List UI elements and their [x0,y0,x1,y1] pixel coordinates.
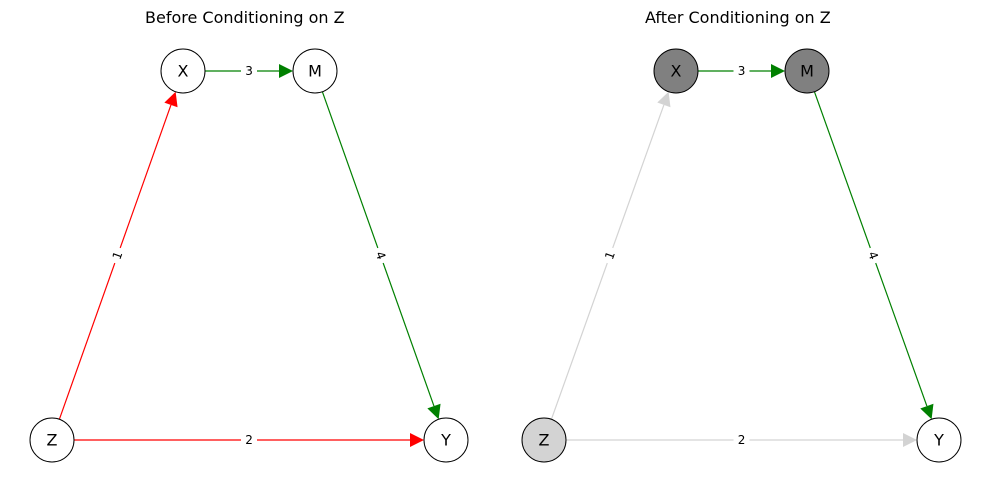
arrowhead-z-x [164,91,178,108]
node-label: Y [440,431,451,450]
edge-label: 3 [245,64,253,78]
edge-label: 3 [738,64,746,78]
node-y: Y [423,417,469,463]
edge-label: 1 [602,250,618,262]
node-circle [423,417,469,463]
node-m: M [784,48,830,94]
node-circle [916,417,962,463]
edge-label-background [862,245,884,266]
node-circle [653,48,699,94]
edge-label-background [241,432,257,448]
arrowhead-x-m [771,64,785,78]
node-circle [292,48,338,94]
node-x: X [160,48,206,94]
node-x: X [653,48,699,94]
node-circle [160,48,206,94]
node-label: M [800,62,814,81]
edge-label: 1 [110,250,126,262]
edge-label: 2 [245,433,253,447]
panel-before: 1 2 3 4 X M Z Y [29,48,469,463]
node-z: Z [29,417,75,463]
node-y: Y [916,417,962,463]
panel-title-before: Before Conditioning on Z [145,8,345,27]
node-circle [784,48,830,94]
arrowhead-z-x [657,91,671,108]
edge-label-background [733,63,750,79]
node-circle [521,417,567,463]
node-label: M [308,62,322,81]
node-m: M [292,48,338,94]
panel-after: 1 2 3 4 X M Z Y [521,48,962,463]
node-circle [29,417,75,463]
node-label: X [671,62,682,81]
edge-label-background [370,245,391,266]
node-z: Z [521,417,567,463]
edge-label-background [107,245,128,266]
arrowhead-z-y [410,433,424,447]
node-label: Y [933,431,944,450]
edge-label: 2 [738,433,746,447]
node-label: X [178,62,189,81]
edge-label-background [599,245,621,266]
edge-label-background [733,432,750,448]
edge-label-background [241,63,257,79]
node-label: Z [539,431,550,450]
edge-label: 4 [373,250,389,262]
node-label: Z [47,431,58,450]
edge-label: 4 [865,250,881,262]
arrowhead-x-m [279,64,293,78]
panel-title-after: After Conditioning on Z [645,8,831,27]
arrowhead-m-y [920,403,934,420]
arrowhead-z-y [903,433,917,447]
arrowhead-m-y [427,403,441,420]
